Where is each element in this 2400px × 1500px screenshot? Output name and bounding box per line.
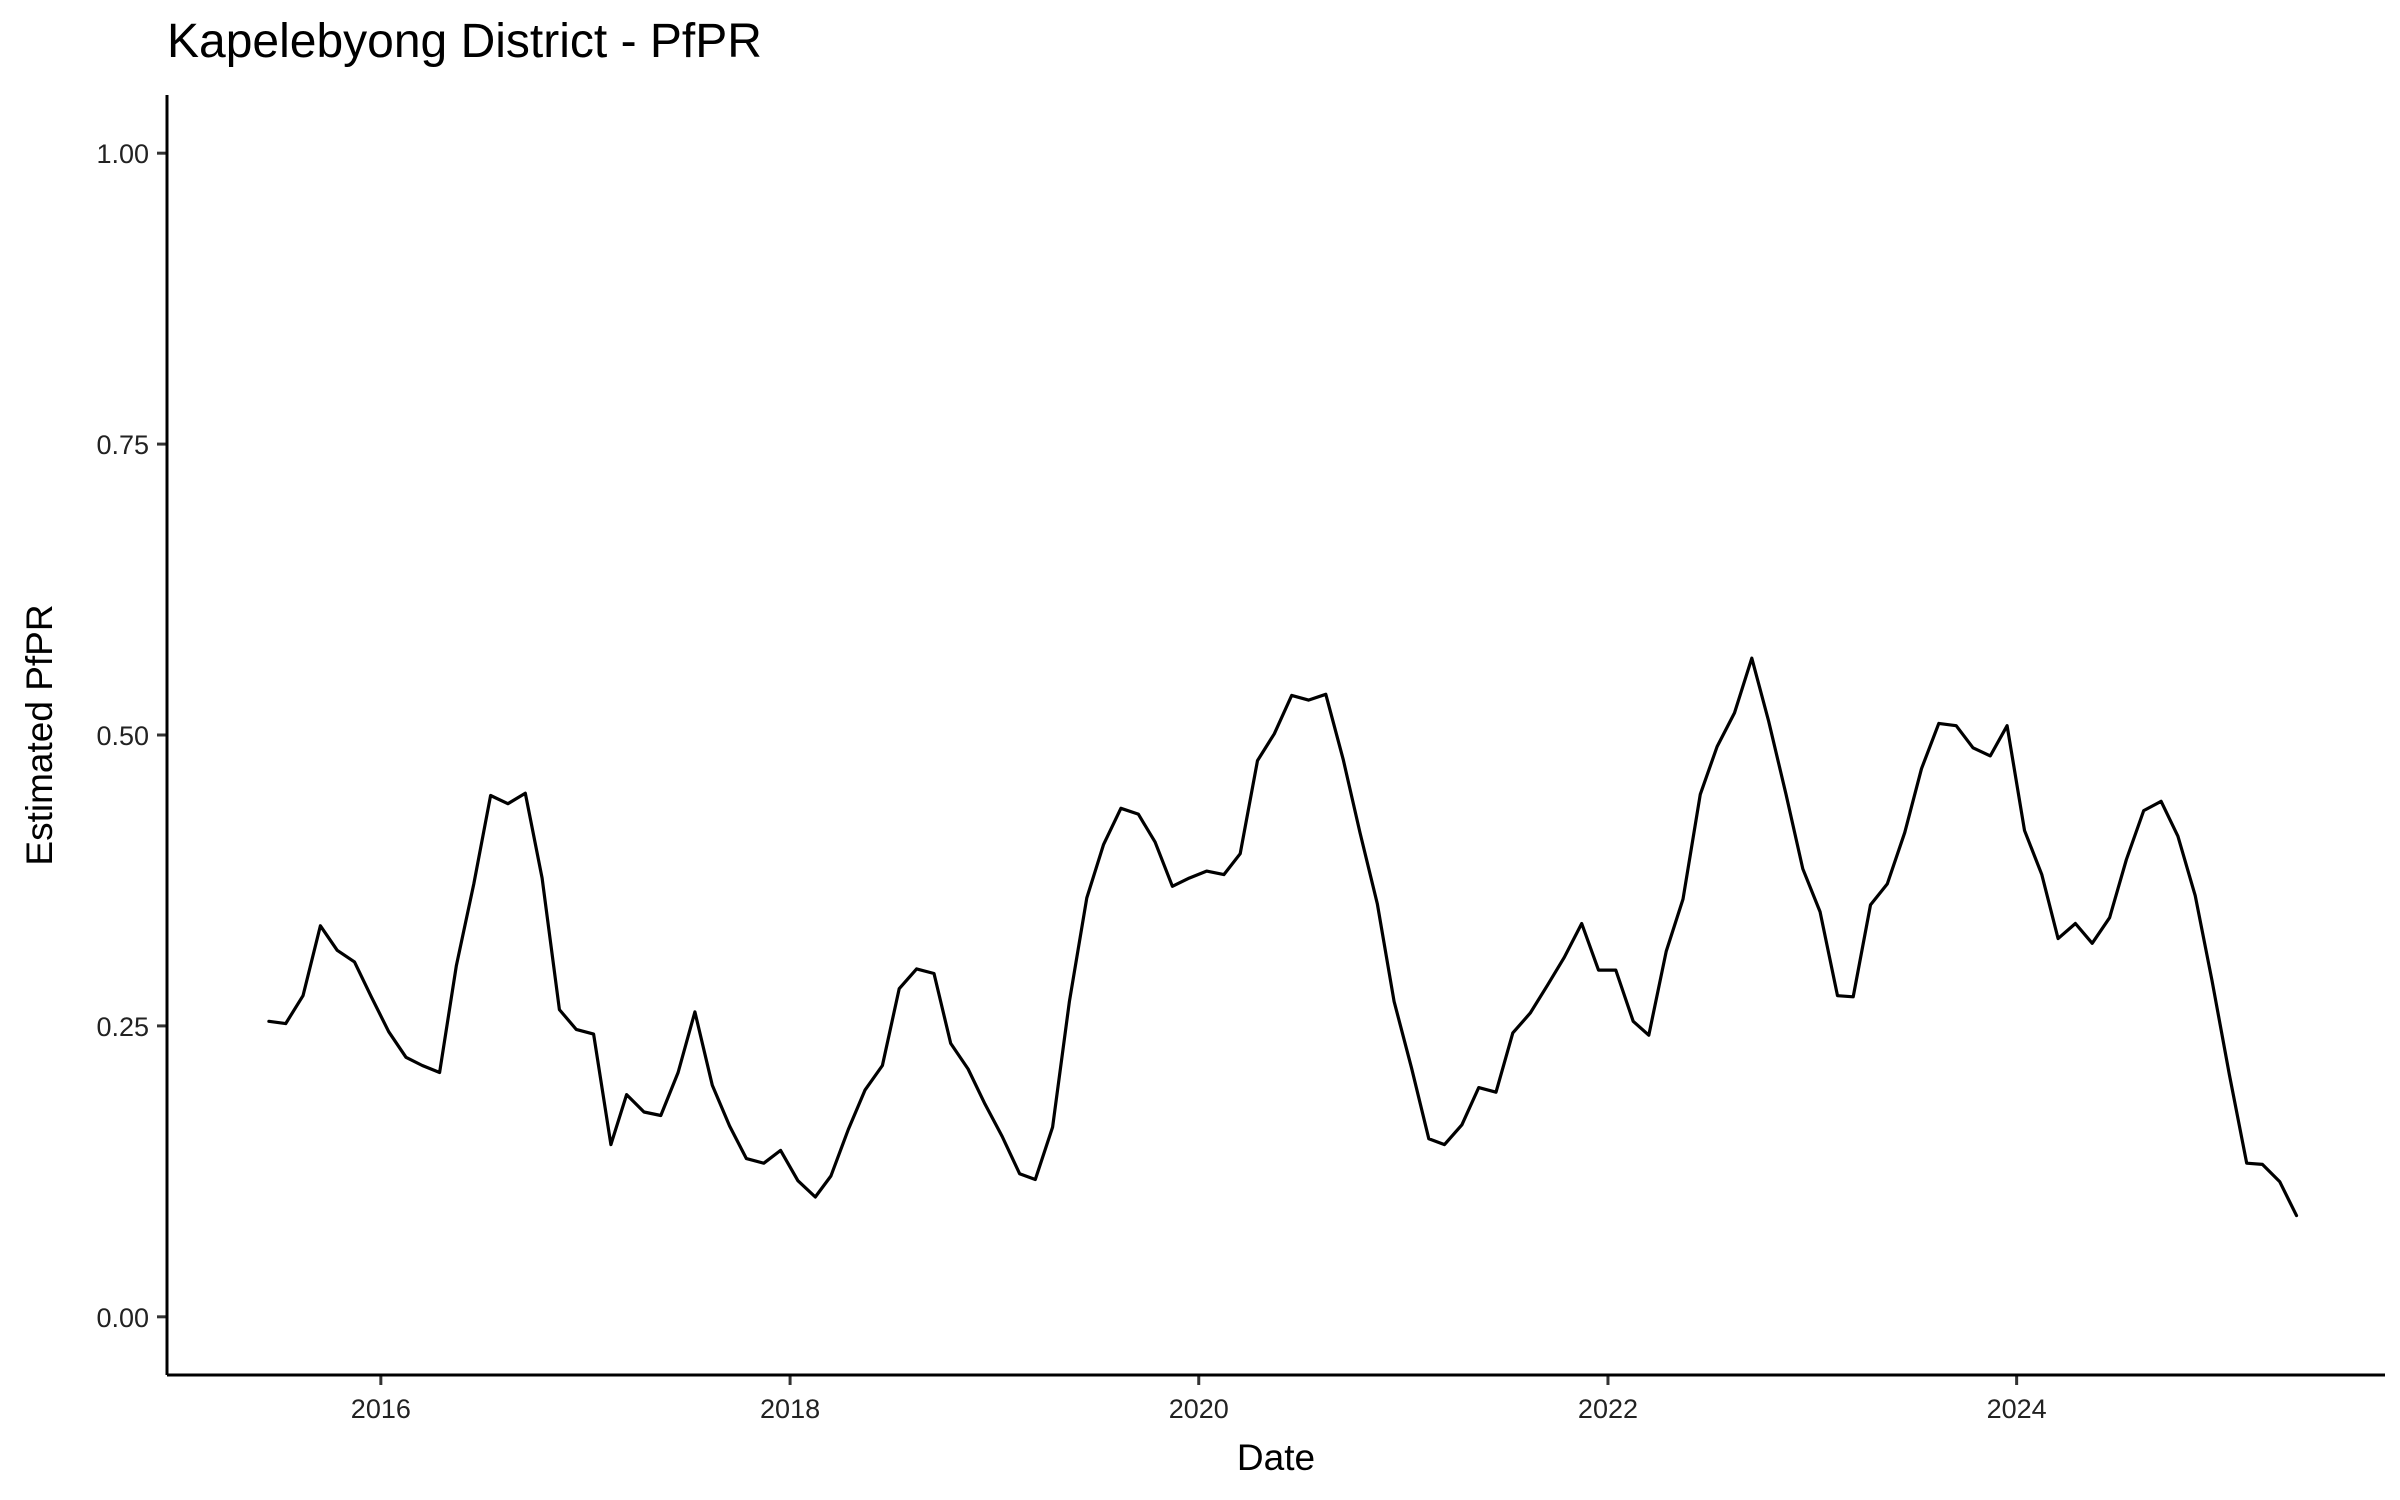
chart-title: Kapelebyong District - PfPR (167, 15, 762, 68)
x-tick-label: 2024 (1987, 1394, 2047, 1424)
x-axis-ticks: 2016 2018 2020 2022 2024 (351, 1375, 2047, 1424)
y-axis-ticks: 0.00 0.25 0.50 0.75 1.00 (96, 139, 167, 1333)
series-line-pfpr (267, 656, 2299, 1218)
y-tick-label: 0.75 (96, 430, 149, 460)
x-tick-label: 2018 (760, 1394, 820, 1424)
x-axis-title: Date (1237, 1437, 1315, 1478)
y-tick-label: 0.50 (96, 721, 149, 751)
y-tick-label: 1.00 (96, 139, 149, 169)
y-tick-label: 0.00 (96, 1303, 149, 1333)
y-axis-title: Estimated PfPR (19, 604, 60, 865)
x-tick-label: 2020 (1169, 1394, 1229, 1424)
x-tick-label: 2022 (1578, 1394, 1638, 1424)
y-tick-label: 0.25 (96, 1012, 149, 1042)
x-tick-label: 2016 (351, 1394, 411, 1424)
